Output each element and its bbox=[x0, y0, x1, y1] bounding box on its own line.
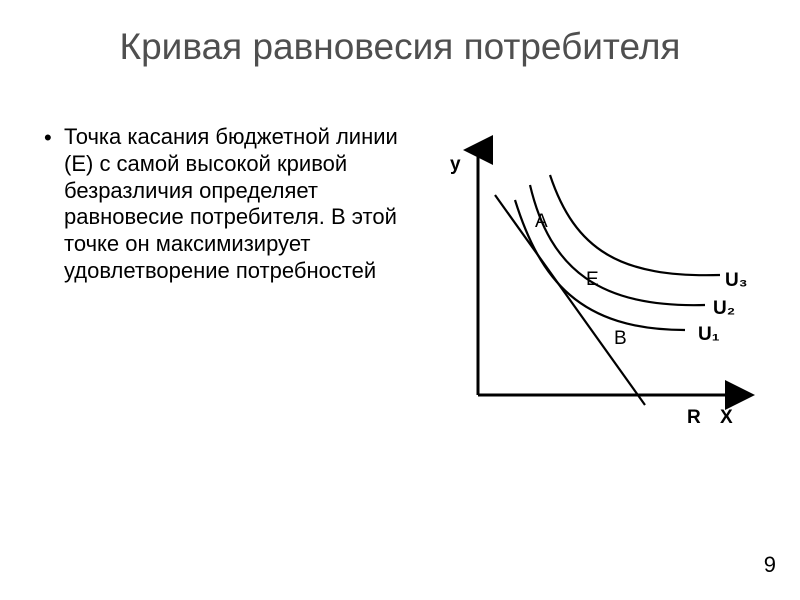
curve-U2 bbox=[530, 185, 705, 305]
curve-U3 bbox=[550, 175, 720, 275]
curve-label-U3: U₃ bbox=[725, 270, 748, 291]
page-title: Кривая равновесия потребителя bbox=[0, 26, 800, 68]
point-label-A: A bbox=[535, 211, 548, 232]
budget-line bbox=[495, 195, 645, 405]
x-axis-label-r: R bbox=[687, 407, 701, 428]
point-label-B: B bbox=[614, 328, 627, 349]
curve-label-U1: U₁ bbox=[698, 324, 720, 345]
bullet-item: • Точка касания бюджетной линии (Е) с са… bbox=[44, 124, 414, 285]
y-axis-label: y bbox=[450, 154, 461, 175]
bullet-text: Точка касания бюджетной линии (Е) с само… bbox=[64, 124, 414, 285]
page-number: 9 bbox=[764, 552, 776, 578]
bullet-block: • Точка касания бюджетной линии (Е) с са… bbox=[44, 124, 414, 285]
curve-label-U2: U₂ bbox=[713, 298, 735, 319]
point-label-E: E bbox=[586, 269, 599, 290]
x-axis-label-x: X bbox=[720, 407, 733, 428]
chart-svg: y RX U₁ U₂ U₃ A E B bbox=[430, 130, 760, 440]
equilibrium-chart: y RX U₁ U₂ U₃ A E B bbox=[430, 130, 760, 440]
bullet-marker: • bbox=[44, 124, 64, 285]
